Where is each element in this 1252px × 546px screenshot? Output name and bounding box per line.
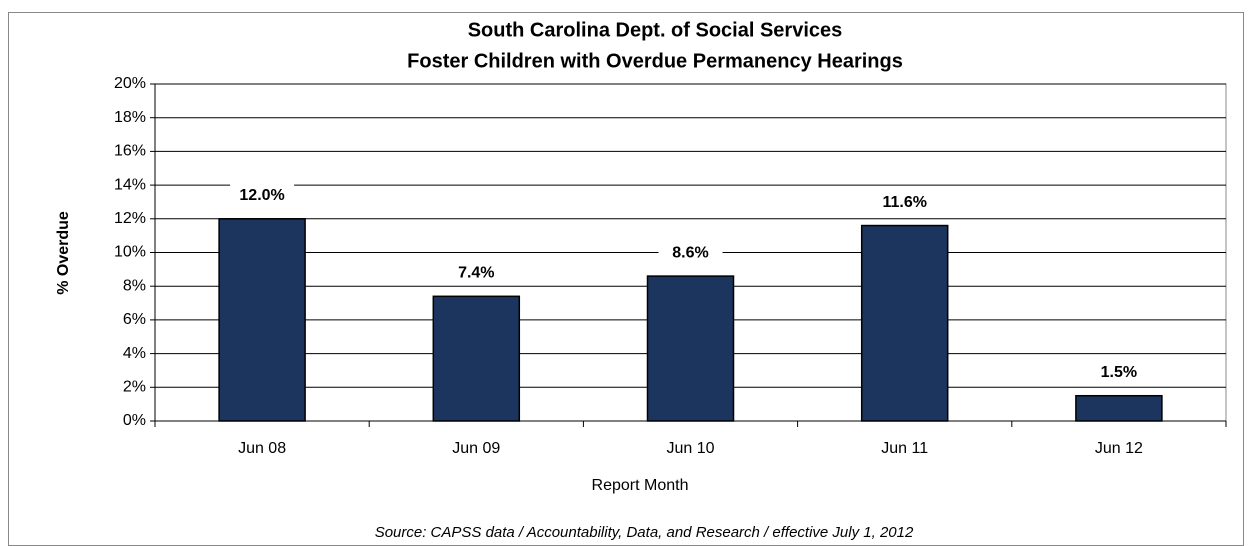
y-tick-label: 12% [114, 210, 146, 227]
x-tick-label: Jun 12 [1095, 440, 1143, 457]
value-label: 11.6% [882, 194, 926, 211]
x-tick-label: Jun 11 [881, 440, 928, 457]
chart-subtitle: Foster Children with Overdue Permanency … [407, 50, 903, 72]
x-tick-label: Jun 10 [666, 440, 714, 457]
x-axis-title: Report Month [592, 477, 689, 494]
y-tick-label: 0% [123, 412, 146, 429]
value-label: 12.0% [239, 187, 284, 204]
chart-border [8, 12, 1244, 546]
y-tick-label: 6% [123, 311, 146, 328]
bar [218, 218, 306, 422]
value-label-bg [230, 183, 295, 208]
bar [1075, 394, 1163, 422]
bar [432, 295, 521, 422]
value-label: 7.4% [458, 265, 494, 282]
y-tick-label: 18% [114, 109, 146, 126]
x-tick-label: Jun 09 [452, 440, 500, 457]
y-tick-label: 20% [114, 75, 146, 92]
chart-title: South Carolina Dept. of Social Services [468, 19, 843, 41]
value-label-bg [872, 190, 937, 215]
y-tick-label: 16% [114, 143, 146, 160]
value-label-bg [658, 241, 723, 266]
y-tick-label: 10% [114, 244, 146, 261]
value-label: 8.6% [672, 244, 708, 261]
source-note: Source: CAPSS data / Accountability, Dat… [375, 524, 914, 541]
y-tick-label: 14% [114, 176, 146, 193]
x-tick-label: Jun 08 [238, 440, 286, 457]
value-label: 1.5% [1101, 364, 1137, 381]
y-tick-label: 4% [123, 345, 146, 362]
y-tick-label: 8% [123, 277, 146, 294]
value-label-bg [444, 261, 509, 286]
bar [860, 224, 949, 422]
value-label-bg [1086, 360, 1151, 385]
y-axis-title: % Overdue [55, 211, 72, 295]
y-tick-label: 2% [123, 379, 146, 396]
bar [646, 275, 735, 422]
